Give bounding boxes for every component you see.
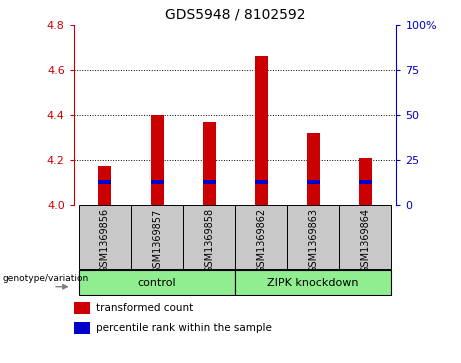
FancyBboxPatch shape xyxy=(131,205,183,269)
FancyBboxPatch shape xyxy=(235,270,391,295)
Bar xyxy=(254,56,268,205)
Title: GDS5948 / 8102592: GDS5948 / 8102592 xyxy=(165,8,305,21)
Bar xyxy=(99,180,112,184)
Bar xyxy=(74,302,90,314)
Bar xyxy=(202,122,216,205)
FancyBboxPatch shape xyxy=(339,205,391,269)
Text: control: control xyxy=(138,278,177,288)
Text: GSM1369856: GSM1369856 xyxy=(100,208,110,273)
Bar xyxy=(202,180,216,184)
Bar xyxy=(307,180,319,184)
Text: GSM1369857: GSM1369857 xyxy=(152,208,162,274)
Text: GSM1369863: GSM1369863 xyxy=(308,208,318,273)
Bar xyxy=(99,166,112,205)
Text: percentile rank within the sample: percentile rank within the sample xyxy=(96,323,272,333)
Text: GSM1369862: GSM1369862 xyxy=(256,208,266,273)
Bar xyxy=(254,180,268,184)
Bar xyxy=(151,180,164,184)
FancyBboxPatch shape xyxy=(183,205,235,269)
FancyBboxPatch shape xyxy=(79,205,131,269)
Text: GSM1369858: GSM1369858 xyxy=(204,208,214,273)
FancyBboxPatch shape xyxy=(287,205,339,269)
Bar xyxy=(359,158,372,205)
Bar xyxy=(359,180,372,184)
FancyBboxPatch shape xyxy=(235,205,287,269)
Text: ZIPK knockdown: ZIPK knockdown xyxy=(267,278,359,288)
Bar xyxy=(151,115,164,205)
FancyBboxPatch shape xyxy=(79,270,235,295)
Text: transformed count: transformed count xyxy=(96,303,194,313)
Text: GSM1369864: GSM1369864 xyxy=(360,208,370,273)
Bar xyxy=(74,322,90,334)
Bar xyxy=(307,133,319,205)
Text: genotype/variation: genotype/variation xyxy=(2,274,89,284)
